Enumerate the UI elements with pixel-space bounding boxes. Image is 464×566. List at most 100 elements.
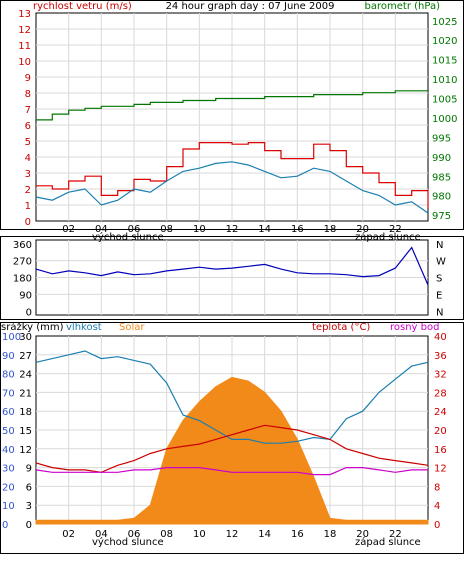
dewpoint-line	[35, 467, 428, 476]
dewpoint-axis-label: rosný bod	[390, 321, 439, 333]
direction-tick-label: 270	[13, 257, 32, 268]
humidity-tick-label: 100	[2, 332, 21, 343]
pressure-tick-label: 1005	[432, 95, 457, 106]
pressure-tick-label: 1015	[432, 56, 457, 67]
direction-tick-label: 0	[26, 307, 32, 318]
humidity-tick-label: 0	[2, 520, 8, 531]
compass-tick-label: N	[436, 240, 443, 251]
wind-direction-line	[35, 246, 429, 286]
humidity-tick-label: 20	[2, 482, 15, 493]
pressure-axis-label: barometr (hPa)	[365, 1, 441, 12]
pressure-tick-label: 985	[432, 172, 451, 183]
humidity-tick-label: 90	[2, 351, 15, 362]
humidity-axis-label: vlhkost	[66, 322, 102, 333]
wind-tick-label: 9	[25, 73, 31, 84]
compass-tick-label: S	[436, 274, 442, 285]
wind-tick-label: 12	[18, 25, 31, 36]
rain-tick-label: 24	[19, 370, 32, 381]
rain-tick-label: 27	[19, 351, 32, 362]
rain-tick-label: 30	[19, 332, 32, 343]
humidity-tick-label: 70	[2, 388, 15, 399]
temperature-tick-label: 4	[434, 501, 440, 512]
humidity-tick-label: 60	[2, 407, 15, 418]
humidity-tick-label: 80	[2, 370, 15, 381]
x-tick-label: 02	[62, 224, 75, 235]
rain-tick-label: 9	[26, 464, 32, 475]
wind-tick-label: 0	[25, 217, 31, 228]
temperature-tick-label: 28	[434, 388, 447, 399]
wind-tick-label: 11	[18, 41, 31, 52]
x-tick-label: 10	[193, 224, 206, 235]
x-tick-label: 12	[226, 529, 239, 540]
direction-tick-label: 90	[19, 290, 32, 301]
x-tick-label: 06	[128, 529, 141, 540]
wind-tick-label: 10	[18, 57, 31, 68]
humidity-tick-label: 10	[2, 501, 15, 512]
x-tick-label: 22	[389, 224, 402, 235]
wind-tick-label: 1	[25, 201, 31, 212]
x-tick-label: 10	[193, 529, 206, 540]
direction-tick-label: 360	[13, 240, 32, 251]
rain-tick-label: 18	[19, 407, 32, 418]
pressure-tick-label: 1010	[432, 75, 457, 86]
wind-tick-label: 5	[25, 137, 31, 148]
humidity-line	[35, 350, 429, 444]
rain-tick-label: 21	[19, 388, 32, 399]
pressure-tick-label: 1020	[432, 36, 457, 47]
pressure-tick-label: 1000	[432, 114, 457, 125]
temperature-tick-label: 12	[434, 464, 447, 475]
x-tick-label: 04	[95, 224, 108, 235]
rain-tick-label: 6	[26, 482, 32, 493]
temperature-tick-label: 24	[434, 407, 447, 418]
x-tick-label: 20	[356, 224, 369, 235]
wind-tick-label: 7	[25, 105, 31, 116]
x-tick-label: 12	[226, 224, 239, 235]
wind-tick-label: 4	[25, 153, 31, 164]
x-tick-label: 08	[160, 529, 173, 540]
rain-tick-label: 3	[26, 501, 32, 512]
rain-tick-label: 15	[19, 426, 32, 437]
pressure-tick-label: 990	[432, 153, 451, 164]
temperature-axis-label: teplota (°C)	[312, 322, 370, 333]
x-tick-label: 18	[324, 224, 337, 235]
x-tick-label: 06	[128, 224, 141, 235]
x-tick-label: 14	[258, 529, 271, 540]
humidity-tick-label: 40	[2, 445, 15, 456]
temperature-tick-label: 16	[434, 445, 447, 456]
x-tick-label: 16	[291, 529, 304, 540]
x-tick-label: 14	[258, 224, 271, 235]
temperature-tick-label: 20	[434, 426, 447, 437]
pressure-line	[36, 90, 428, 121]
wind-tick-label: 8	[25, 89, 31, 100]
humidity-tick-label: 30	[2, 464, 15, 475]
rain-tick-label: 12	[19, 445, 32, 456]
x-tick-label: 02	[62, 529, 75, 540]
wind-tick-label: 6	[25, 121, 31, 132]
compass-tick-label: W	[436, 257, 446, 268]
temperature-tick-label: 40	[434, 332, 447, 343]
chart-title: 24 hour graph day : 07 June 2009	[166, 1, 335, 12]
wind-tick-label: 3	[25, 169, 31, 180]
sunrise-label-1: východ slunce	[92, 231, 164, 243]
sunset-label-1: západ slunce	[355, 231, 421, 243]
compass-tick-label: N	[436, 307, 443, 318]
pressure-tick-label: 1025	[432, 17, 457, 28]
temperature-tick-label: 32	[434, 370, 447, 381]
temperature-tick-label: 0	[434, 520, 440, 531]
sunrise-label-3: východ slunce	[92, 536, 164, 548]
rain-axis-label: srážky (mm)	[1, 321, 64, 333]
x-tick-label: 18	[324, 529, 337, 540]
x-tick-label: 16	[291, 224, 304, 235]
x-tick-label: 04	[95, 529, 108, 540]
x-tick-label: 20	[356, 529, 369, 540]
solar-axis-label: Solar	[119, 322, 145, 333]
pressure-tick-label: 975	[432, 211, 451, 222]
direction-tick-label: 180	[13, 274, 32, 285]
wind-axis-label: rychlost vetru (m/s)	[33, 1, 132, 12]
solar-area	[35, 376, 429, 525]
rain-tick-label: 0	[26, 520, 32, 531]
wind-tick-label: 13	[18, 9, 31, 20]
wind-speed-line	[36, 142, 429, 209]
